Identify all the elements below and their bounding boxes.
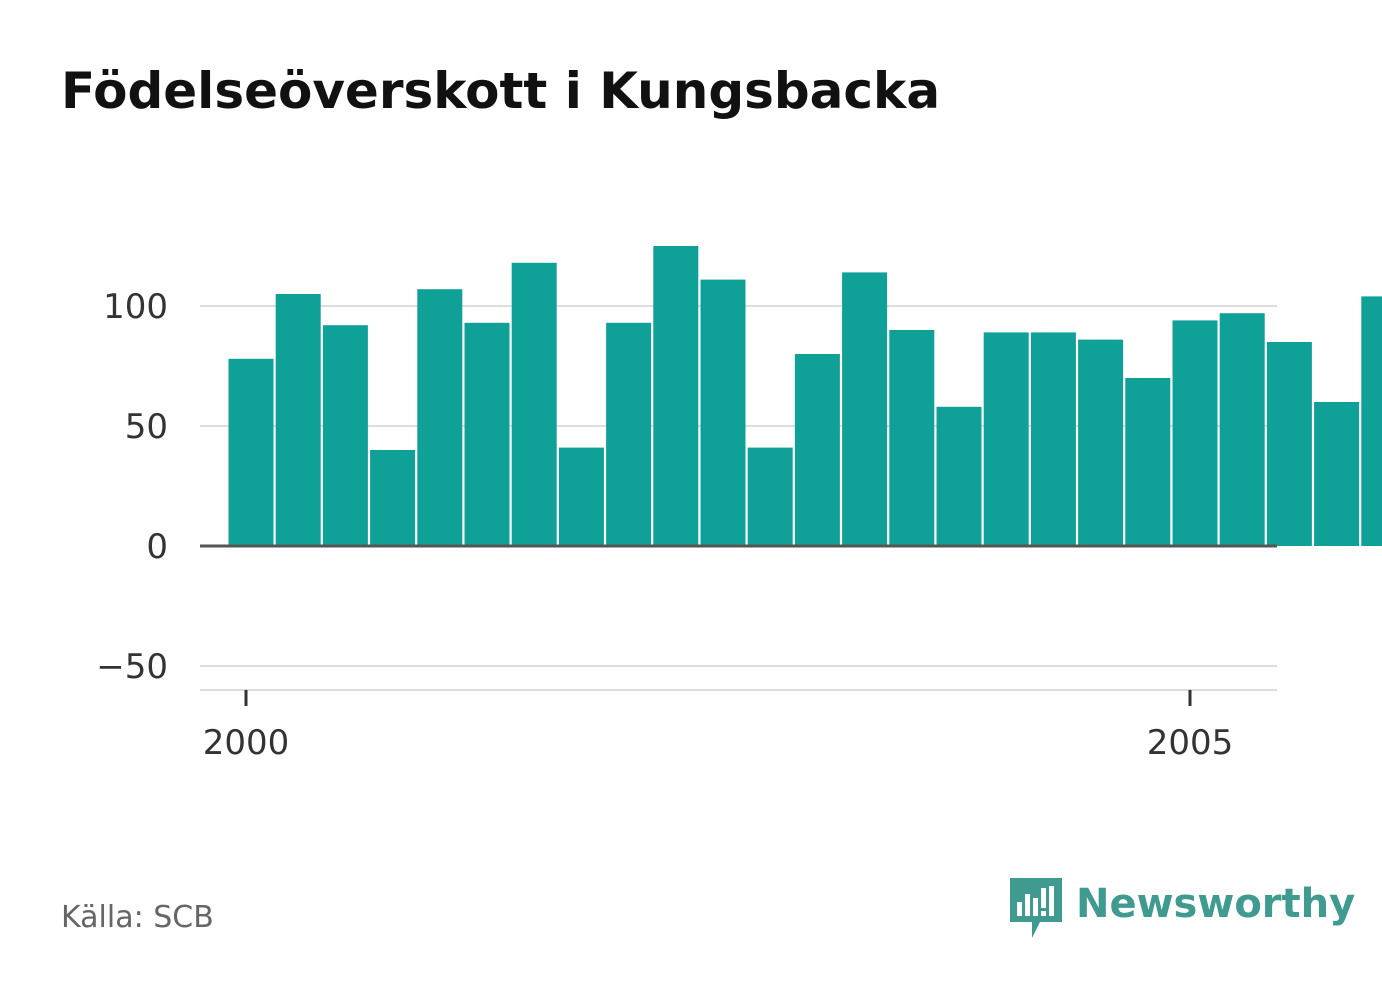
bar-2005-q1 xyxy=(1172,320,1218,546)
bar-2004-q2 xyxy=(1030,332,1076,546)
x-tick-label: 2000 xyxy=(203,723,290,763)
bar-2000-q1 xyxy=(228,358,274,546)
brand-name: Newsworthy xyxy=(1076,881,1356,927)
bar-2000-q4 xyxy=(370,450,416,546)
chart-title: Födelseöverskott i Kungsbacka xyxy=(61,62,941,120)
bar-2006-q1 xyxy=(1361,296,1382,546)
y-tick-label: 100 xyxy=(103,287,168,327)
bar-2001-q3 xyxy=(511,262,557,546)
bar-2002-q2 xyxy=(653,246,699,546)
bar-2003-q2 xyxy=(842,272,888,546)
bar-2004-q3 xyxy=(1078,339,1124,546)
bars xyxy=(228,246,1382,546)
bar-2001-q2 xyxy=(464,322,510,546)
x-tick-label: 2005 xyxy=(1147,723,1234,763)
bar-2003-q4 xyxy=(936,406,982,546)
bar-2005-q3 xyxy=(1266,342,1312,546)
bar-2005-q4 xyxy=(1314,402,1360,546)
y-tick-label: 0 xyxy=(146,527,168,567)
bar-2001-q4 xyxy=(558,447,604,546)
bar-2003-q3 xyxy=(889,330,935,546)
bar-2004-q1 xyxy=(983,332,1029,546)
bar-2000-q2 xyxy=(275,294,321,546)
bar-2002-q1 xyxy=(606,322,652,546)
y-tick-label: −50 xyxy=(96,647,168,687)
bar-2001-q1 xyxy=(417,289,463,546)
source-label: Källa: SCB xyxy=(61,900,214,935)
bar-2000-q3 xyxy=(322,325,368,546)
bar-2005-q2 xyxy=(1219,313,1265,546)
bar-2002-q3 xyxy=(700,279,746,546)
y-tick-label: 50 xyxy=(125,407,168,447)
newsworthy-brand: Newsworthy xyxy=(1010,878,1355,940)
bar-2002-q4 xyxy=(747,447,793,546)
bar-2003-q1 xyxy=(794,354,840,546)
newsworthy-logo-icon xyxy=(1010,878,1062,938)
bar-2004-q4 xyxy=(1125,378,1171,546)
